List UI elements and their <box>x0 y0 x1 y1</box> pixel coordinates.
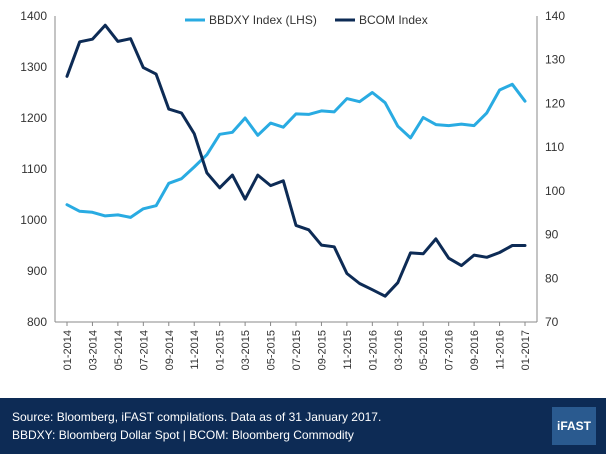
right-tick-label: 90 <box>545 228 559 242</box>
chart-legend: BBDXY Index (LHS) BCOM Index <box>185 13 428 27</box>
right-tick-label: 110 <box>545 140 564 154</box>
left-tick-label: 1100 <box>21 162 47 176</box>
x-tick-label: 03-2014 <box>87 330 99 370</box>
x-tick-label: 05-2015 <box>266 330 278 370</box>
right-tick-label: 120 <box>545 96 565 110</box>
x-tick-label: 07-2016 <box>444 330 456 370</box>
source-note: Source: Bloomberg, iFAST compilations. D… <box>12 410 382 424</box>
x-tick-label: 05-2016 <box>418 330 430 370</box>
left-tick-label: 1200 <box>20 111 47 125</box>
right-tick-label: 100 <box>545 184 565 198</box>
legend-label-bbdxy: BBDXY Index (LHS) <box>209 13 317 27</box>
chart-footer: Source: Bloomberg, iFAST compilations. D… <box>0 398 606 454</box>
left-tick-label: 1400 <box>20 9 47 23</box>
x-tick-label: 11-2015 <box>342 330 354 370</box>
x-tick-label: 03-2015 <box>240 330 252 370</box>
left-tick-label: 800 <box>27 315 47 329</box>
x-tick-label: 03-2016 <box>393 330 405 370</box>
left-tick-label: 900 <box>27 264 47 278</box>
x-tick-label: 01-2014 <box>62 330 74 370</box>
right-tick-label: 140 <box>545 9 565 23</box>
bbdxy-series-line <box>65 82 527 219</box>
x-tick-label: 01-2015 <box>215 330 227 370</box>
chart-axes: 800 900 1000 1100 1200 1300 1400 70 80 90 100 110 12… <box>20 9 565 370</box>
footer-text: Source: Bloomberg, iFAST compilations. D… <box>12 408 381 444</box>
x-tick-label: 05-2014 <box>113 330 125 370</box>
x-tick-label: 07-2015 <box>291 330 303 370</box>
right-tick-label: 80 <box>545 271 559 285</box>
x-tick-label: 01-2016 <box>367 330 379 370</box>
x-tick-label: 07-2014 <box>138 330 150 370</box>
x-tick-label: 09-2016 <box>469 330 481 370</box>
left-tick-label: 1300 <box>20 60 47 74</box>
x-tick-label: 09-2015 <box>316 330 328 370</box>
legend-label-bcom: BCOM Index <box>359 13 428 27</box>
x-tick-label: 11-2014 <box>189 330 201 370</box>
ifast-logo: iFAST <box>552 407 596 445</box>
chart-series <box>65 23 527 298</box>
x-tick-label: 11-2016 <box>495 330 507 370</box>
x-tick-label: 09-2014 <box>164 330 176 370</box>
abbreviation-note: BBDXY: Bloomberg Dollar Spot | BCOM: Blo… <box>12 428 354 442</box>
bcom-series-line <box>65 23 527 298</box>
left-tick-label: 1000 <box>20 213 47 227</box>
right-tick-label: 70 <box>545 315 559 329</box>
line-chart: 800 900 1000 1100 1200 1300 1400 70 80 90 100 110 12… <box>20 9 565 370</box>
right-tick-label: 130 <box>545 53 565 67</box>
x-tick-label: 01-2017 <box>520 330 532 370</box>
